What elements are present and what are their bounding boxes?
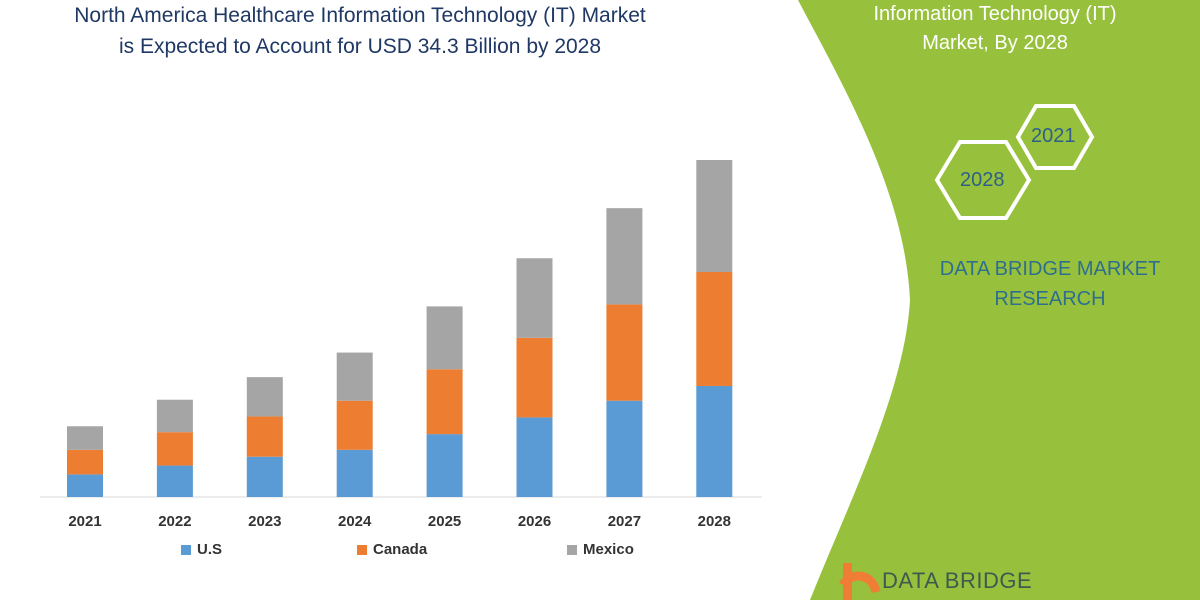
bar-us-2026 — [516, 417, 553, 497]
hexagon-2028 — [934, 140, 1032, 220]
title-line-2: is Expected to Account for USD 34.3 Bill… — [118, 35, 602, 58]
brand-name: DATA BRIDGE MARKET RESEARCH — [910, 254, 1190, 314]
bar-mexico-2023 — [246, 377, 283, 417]
legend-label-canada: Canada — [373, 541, 428, 558]
bar-canada-2028 — [696, 272, 733, 386]
bar-canada-2026 — [516, 337, 553, 418]
bar-us-2023 — [246, 456, 283, 497]
bar-us-2021 — [67, 474, 103, 497]
side-title: Information Technology (IT) Market, By 2… — [830, 0, 1160, 58]
logo-text: DATA BRIDGE — [882, 568, 1033, 593]
title-line-1: North America Healthcare Information Tec… — [74, 4, 646, 27]
bar-canada-2027 — [606, 304, 643, 401]
side-title-line-1: Information Technology (IT) — [873, 3, 1117, 25]
x-tick-label: 2026 — [517, 513, 552, 530]
bars-group — [67, 160, 733, 497]
brand-line-1: DATA BRIDGE MARKET — [939, 258, 1161, 280]
green-side-panel — [798, 0, 1200, 600]
hex-label-2021: 2021 — [1031, 125, 1076, 147]
bar-mexico-2027 — [606, 208, 643, 305]
legend-item-us: U.S — [181, 541, 222, 558]
bar-mexico-2028 — [696, 160, 733, 273]
bar-mexico-2022 — [156, 399, 193, 433]
bar-mexico-2021 — [67, 426, 103, 450]
bar-canada-2023 — [246, 416, 283, 457]
legend-label-us: U.S — [197, 541, 223, 558]
x-tick-label: 2021 — [68, 513, 102, 530]
x-tick-label: 2027 — [607, 513, 642, 530]
x-tick-label: 2022 — [158, 513, 192, 530]
x-tick-label: 2028 — [697, 513, 731, 530]
brand-line-2: RESEARCH — [994, 288, 1106, 310]
bar-canada-2021 — [67, 449, 103, 475]
bar-mexico-2026 — [516, 258, 553, 338]
bar-mexico-2024 — [336, 352, 373, 401]
legend-swatch-mexico — [567, 544, 577, 555]
side-title-line-2: Market, By 2028 — [922, 32, 1068, 54]
legend-label-mexico: Mexico — [583, 541, 634, 558]
bar-canada-2024 — [336, 400, 373, 450]
x-tick-label: 2024 — [338, 513, 372, 530]
x-tick-label: 2023 — [248, 513, 282, 530]
bridge-b-logo-icon — [839, 563, 881, 600]
bar-canada-2025 — [426, 369, 463, 435]
bar-us-2028 — [696, 385, 733, 497]
bar-mexico-2025 — [426, 306, 463, 370]
legend-item-mexico: Mexico — [567, 541, 634, 558]
bar-us-2024 — [336, 449, 373, 497]
bar-us-2022 — [156, 465, 193, 497]
legend-swatch-us — [181, 544, 191, 555]
page-title: North America Healthcare Information Tec… — [0, 0, 720, 62]
legend-item-canada: Canada — [357, 541, 427, 558]
bar-canada-2022 — [156, 432, 193, 466]
legend-swatch-canada — [357, 544, 367, 555]
bar-us-2027 — [606, 400, 643, 497]
bar-us-2025 — [426, 434, 463, 497]
hex-label-2028: 2028 — [960, 169, 1005, 191]
hexagon-2021 — [1015, 104, 1095, 170]
x-tick-label: 2025 — [427, 513, 462, 530]
